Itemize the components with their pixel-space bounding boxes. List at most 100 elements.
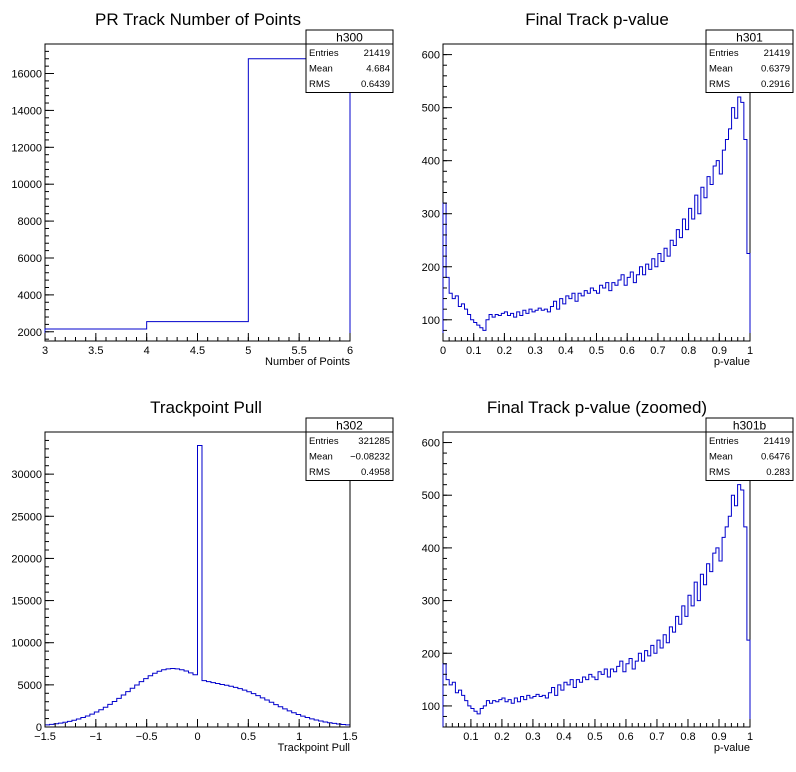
x-tick-label: 0.7 xyxy=(649,731,664,743)
chart-panel-2: Final Track p-value 0 0.1 0.2 0.3 0.4 0.5 0.6 0.… xyxy=(422,10,794,368)
y-tick-label: 5000 xyxy=(18,680,42,692)
x-axis-label: p-value xyxy=(714,742,750,754)
stats-value: 4.684 xyxy=(366,64,390,75)
y-tick-label: 16000 xyxy=(11,69,42,81)
stats-key: RMS xyxy=(309,79,330,90)
stats-value: 21419 xyxy=(364,48,390,59)
chart-title: Trackpoint Pull xyxy=(150,398,262,417)
x-tick-label: 0.9 xyxy=(711,731,726,743)
stats-name: h301b xyxy=(733,419,767,433)
x-tick-label: 1 xyxy=(747,345,753,357)
stats-key: RMS xyxy=(709,467,730,478)
y-tick-label: 8000 xyxy=(18,216,42,228)
stats-key: RMS xyxy=(309,467,330,478)
y-tick-label: 100 xyxy=(422,701,440,713)
stats-key: Mean xyxy=(709,64,733,75)
x-tick-label: 0.8 xyxy=(680,731,695,743)
x-tick-label: 0 xyxy=(194,731,200,743)
stats-value: −0.08232 xyxy=(350,452,390,463)
x-tick-label: 6 xyxy=(347,345,353,357)
x-tick-label: 3 xyxy=(42,345,48,357)
y-tick-label: 600 xyxy=(422,50,440,62)
x-tick-label: 0.6 xyxy=(620,345,635,357)
y-tick-label: 200 xyxy=(422,648,440,660)
chart-title: Final Track p-value xyxy=(525,10,669,29)
stats-value: 0.6476 xyxy=(761,452,790,463)
x-tick-label: 0.1 xyxy=(463,731,478,743)
chart-panel-4: Final Track p-value (zoomed) 0.1 0.2 0.3 0.4… xyxy=(422,398,794,754)
x-tick-label: 0.8 xyxy=(681,345,696,357)
y-tick-label: 12000 xyxy=(11,142,42,154)
x-tick-label: 0.4 xyxy=(558,345,573,357)
stats-box-frame xyxy=(705,417,794,481)
chart-title: PR Track Number of Points xyxy=(95,10,301,29)
histogram-line xyxy=(442,484,751,727)
y-tick-label: 400 xyxy=(422,543,440,555)
x-tick-label: 0.7 xyxy=(650,345,665,357)
chart-panel-1: PR Track Number of Points 3 3.5 4 4.5 5 5.5 6Nu… xyxy=(11,10,394,368)
stats-key: Mean xyxy=(309,64,333,75)
y-tick-label: 14000 xyxy=(11,105,42,117)
stats-box-frame xyxy=(305,417,394,481)
y-tick-label: 500 xyxy=(422,103,440,115)
stats-value: 0.6379 xyxy=(761,64,790,75)
y-tick-label: 4000 xyxy=(18,290,42,302)
x-axis-label: Trackpoint Pull xyxy=(278,742,350,754)
stats-name: h301 xyxy=(736,31,763,45)
stats-key: Entries xyxy=(309,436,339,447)
stats-key: RMS xyxy=(709,79,730,90)
y-tick-label: 20000 xyxy=(11,553,42,565)
x-tick-label: 0.6 xyxy=(618,731,633,743)
stats-key: Entries xyxy=(309,48,339,59)
x-axis-label: p-value xyxy=(714,356,750,368)
x-tick-label: −1 xyxy=(90,731,103,743)
stats-key: Mean xyxy=(309,452,333,463)
stats-name: h300 xyxy=(336,31,363,45)
x-axis-label: Number of Points xyxy=(265,356,350,368)
x-tick-label: 0 xyxy=(440,345,446,357)
stats-name: h302 xyxy=(336,419,363,433)
x-tick-label: −0.5 xyxy=(136,731,158,743)
x-tick-label: 0.5 xyxy=(241,731,256,743)
y-tick-label: 400 xyxy=(422,156,440,168)
y-tick-label: 0 xyxy=(36,722,42,734)
stats-box-frame xyxy=(705,29,794,93)
x-tick-label: 0.5 xyxy=(589,345,604,357)
stats-key: Mean xyxy=(709,452,733,463)
x-tick-label: 0.2 xyxy=(497,345,512,357)
x-tick-label: 3.5 xyxy=(88,345,103,357)
stats-value: 0.283 xyxy=(766,467,790,478)
x-tick-label: 4 xyxy=(144,345,150,357)
stats-value: 321285 xyxy=(358,436,390,447)
stats-key: Entries xyxy=(709,48,739,59)
x-tick-label: 1 xyxy=(747,731,753,743)
x-tick-label: 4.5 xyxy=(190,345,205,357)
y-tick-label: 6000 xyxy=(18,253,42,265)
stats-key: Entries xyxy=(709,436,739,447)
x-tick-label: 0.4 xyxy=(556,731,571,743)
stats-box: h302 Entries 321285 Mean −0.08232 RMS 0.4958 xyxy=(305,417,394,481)
stats-box: h301b Entries 21419 Mean 0.6476 RMS 0.283 xyxy=(705,417,794,481)
y-tick-label: 30000 xyxy=(11,469,42,481)
y-tick-label: 2000 xyxy=(18,327,42,339)
y-tick-label: 300 xyxy=(422,209,440,221)
y-tick-label: 25000 xyxy=(11,511,42,523)
y-tick-label: 10000 xyxy=(11,638,42,650)
chart-title: Final Track p-value (zoomed) xyxy=(487,398,707,417)
x-tick-label: 0.3 xyxy=(525,731,540,743)
histogram-line xyxy=(442,96,751,341)
x-tick-label: 5.5 xyxy=(292,345,307,357)
histogram-line xyxy=(44,444,351,727)
x-tick-label: 0.5 xyxy=(587,731,602,743)
x-tick-label: 0.3 xyxy=(527,345,542,357)
plot-frame xyxy=(44,43,351,342)
stats-box-frame xyxy=(305,29,394,93)
chart-panel-3: Trackpoint Pull−1.5 −1 −0.5 0 0.5 1 1.5Trackpo… xyxy=(11,398,394,754)
stats-value: 21419 xyxy=(764,48,790,59)
stats-value: 0.2916 xyxy=(761,79,790,90)
stats-value: 21419 xyxy=(764,436,790,447)
y-tick-label: 300 xyxy=(422,596,440,608)
x-tick-label: 0.1 xyxy=(466,345,481,357)
y-tick-label: 600 xyxy=(422,438,440,450)
stats-value: 0.4958 xyxy=(361,467,390,478)
